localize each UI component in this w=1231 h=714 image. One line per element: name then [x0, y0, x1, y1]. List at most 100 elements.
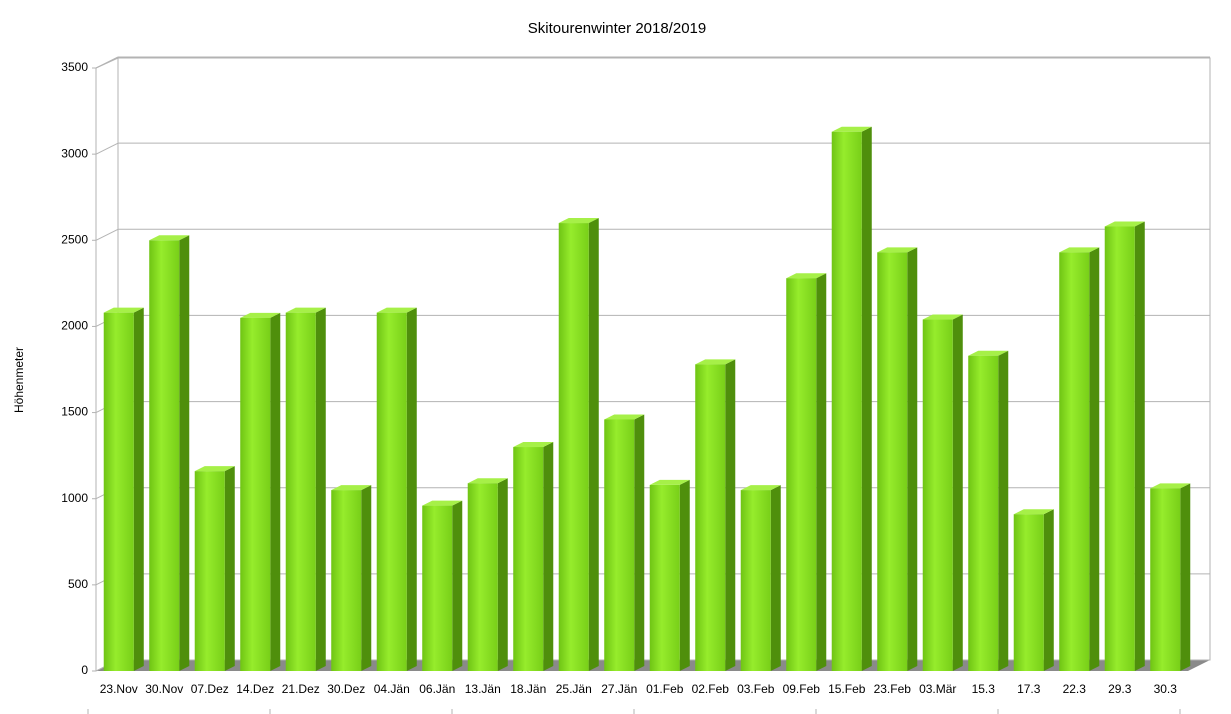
bar-top: [604, 414, 645, 420]
x-tick-label: 30.3: [1154, 682, 1178, 696]
bar: [968, 355, 999, 671]
y-tick-label: 1500: [61, 405, 88, 419]
bar: [1013, 514, 1044, 671]
bar: [922, 319, 953, 671]
x-tick-label: 03.Feb: [737, 682, 775, 696]
bar: [513, 447, 544, 671]
bar-side: [1043, 509, 1054, 671]
bar: [831, 131, 862, 671]
bar-side: [315, 307, 326, 671]
bar: [103, 312, 134, 671]
bar-top: [1150, 483, 1191, 489]
bar-top: [422, 500, 463, 506]
bar: [331, 490, 362, 671]
bar-top: [558, 218, 599, 224]
bar-top: [285, 307, 326, 313]
x-tick-label: 13.Jän: [465, 682, 501, 696]
x-tick-label: 27.Jän: [601, 682, 637, 696]
bar-side: [1089, 247, 1100, 672]
x-tick-label: 03.Mär: [919, 682, 956, 696]
bar-top: [1059, 247, 1100, 253]
y-tick-label: 3500: [61, 60, 88, 74]
bar: [558, 223, 589, 672]
y-axis-label: Höhenmeter: [12, 347, 26, 413]
x-tick-label: 04.Jän: [374, 682, 410, 696]
y-tick-label: 0: [81, 663, 88, 677]
x-tick-label: 15.Feb: [828, 682, 866, 696]
bar-side: [725, 359, 736, 671]
bar: [194, 471, 225, 671]
x-tick-label: 22.3: [1063, 682, 1087, 696]
bar: [1104, 226, 1135, 671]
bar-top: [968, 350, 1009, 356]
x-tick-label: 18.Jän: [510, 682, 546, 696]
bar: [740, 490, 771, 671]
bar-top: [695, 359, 736, 365]
x-tick-label: 21.Dez: [282, 682, 320, 696]
bar-top: [922, 314, 963, 320]
x-tick-label: 30.Nov: [145, 682, 183, 696]
bar-side: [133, 307, 144, 671]
bar-top: [649, 479, 690, 485]
grid-line-side: [95, 228, 119, 241]
x-tick-label: 09.Feb: [783, 682, 821, 696]
bar-side: [679, 479, 690, 671]
bar-side: [224, 466, 235, 671]
x-tick-label: 25.Jän: [556, 682, 592, 696]
bar: [649, 484, 680, 671]
x-tick-label: 15.3: [972, 682, 996, 696]
bar: [877, 252, 908, 672]
bar-top: [831, 126, 872, 132]
bar-top: [740, 485, 781, 491]
y-tick-label: 500: [68, 577, 88, 591]
bar: [604, 419, 635, 671]
bar-side: [406, 307, 417, 671]
bar-side: [270, 312, 281, 671]
x-tick-label: 02.Feb: [692, 682, 730, 696]
y-tick-label: 2000: [61, 319, 88, 333]
bar: [422, 505, 453, 671]
bar-side: [998, 350, 1009, 671]
bar-side: [497, 478, 508, 671]
y-tick-label: 1000: [61, 491, 88, 505]
x-tick-label: 30.Dez: [327, 682, 365, 696]
bar: [240, 317, 271, 671]
bar-side: [816, 273, 827, 671]
bar: [695, 364, 726, 671]
x-tick-label: 06.Jän: [419, 682, 455, 696]
bar-top: [877, 247, 918, 253]
bar-top: [786, 273, 827, 279]
x-tick-label: 23.Nov: [100, 682, 138, 696]
bar-side: [543, 442, 554, 671]
x-tick-label: 07.Dez: [191, 682, 229, 696]
bar: [376, 312, 407, 671]
bar-top: [467, 478, 508, 484]
bar-top: [1104, 221, 1145, 227]
bar: [1150, 488, 1181, 671]
grid-line-side: [95, 142, 119, 155]
grid-line-side: [95, 56, 119, 69]
bar: [467, 483, 498, 671]
bar: [1059, 252, 1090, 672]
x-tick-label: 14.Dez: [236, 682, 274, 696]
bar-side: [361, 485, 372, 671]
bar-top: [149, 235, 190, 241]
y-tick-label: 2500: [61, 232, 88, 246]
bar-side: [1180, 483, 1191, 671]
bar: [285, 312, 316, 671]
bar-side: [634, 414, 645, 671]
chart-title: Skitourenwinter 2018/2019: [528, 20, 706, 37]
x-tick-label: 17.3: [1017, 682, 1041, 696]
bar-side: [861, 126, 872, 671]
bar-side: [452, 500, 463, 671]
bar-top: [103, 307, 144, 313]
bar-side: [952, 314, 963, 671]
bar-side: [588, 218, 599, 672]
x-tick-label: 01.Feb: [646, 682, 684, 696]
bar: [149, 240, 180, 672]
y-tick-label: 3000: [61, 146, 88, 160]
bar: [786, 278, 817, 671]
bar-top: [513, 442, 554, 448]
bar-side: [907, 247, 918, 672]
